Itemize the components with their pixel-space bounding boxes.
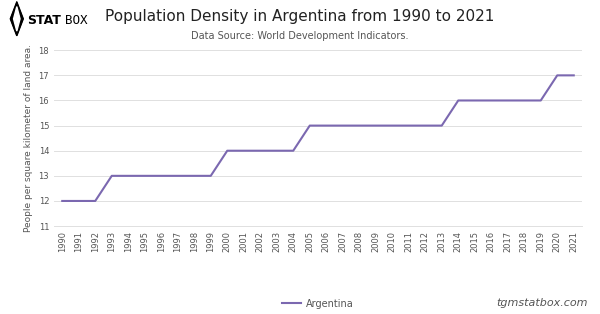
Text: BOX: BOX <box>65 14 88 27</box>
Text: Data Source: World Development Indicators.: Data Source: World Development Indicator… <box>191 31 409 41</box>
Y-axis label: People per square kilometer of land area.: People per square kilometer of land area… <box>24 44 33 232</box>
Text: STAT: STAT <box>28 14 61 27</box>
Text: tgmstatbox.com: tgmstatbox.com <box>497 298 588 308</box>
Polygon shape <box>10 2 23 36</box>
Text: Population Density in Argentina from 1990 to 2021: Population Density in Argentina from 199… <box>106 9 494 24</box>
Legend: Argentina: Argentina <box>278 295 358 313</box>
Polygon shape <box>14 7 20 31</box>
